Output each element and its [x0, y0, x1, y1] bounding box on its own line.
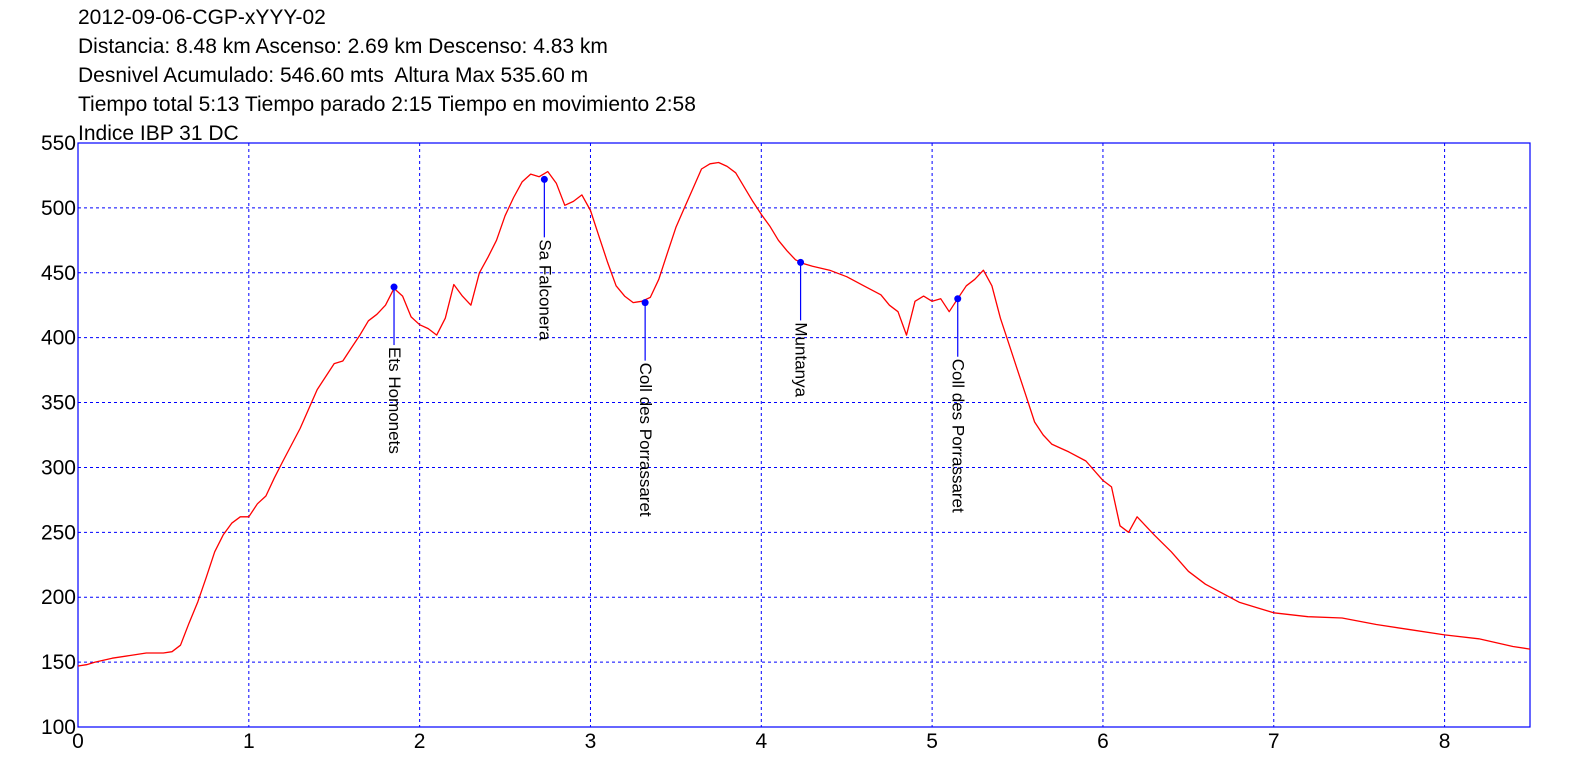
ibp-index: Indice IBP 31 DC: [78, 122, 239, 145]
elevation-summary: Desnivel Acumulado: 546.60 mts Altura Ma…: [78, 64, 589, 87]
y-tick-label: 450: [41, 262, 76, 285]
waypoint-dot: [641, 299, 649, 307]
waypoint-label: Coll des Porrassaret: [636, 363, 655, 517]
y-tick-label: 150: [41, 651, 76, 674]
waypoint-marker: Ets Homonets: [385, 283, 404, 454]
x-tick-label: 4: [755, 730, 767, 753]
waypoint-label: Coll des Porrassaret: [949, 359, 968, 513]
x-tick-label: 2: [414, 730, 426, 753]
waypoint-dot: [540, 175, 548, 183]
y-tick-label: 250: [41, 521, 76, 544]
waypoint-marker: Sa Falconera: [535, 175, 554, 341]
x-tick-label: 5: [926, 730, 938, 753]
waypoint-label: Ets Homonets: [385, 347, 404, 454]
x-tick-label: 8: [1439, 730, 1451, 753]
x-tick-label: 3: [585, 730, 597, 753]
chart-header: 2012-09-06-CGP-xYYY-02 Distancia: 8.48 k…: [78, 3, 696, 148]
x-tick-label: 0: [72, 730, 84, 753]
y-tick-label: 350: [41, 392, 76, 415]
x-tick-label: 7: [1268, 730, 1280, 753]
y-tick-label: 200: [41, 586, 76, 609]
y-tick-label: 400: [41, 327, 76, 350]
waypoint-label: Sa Falconera: [535, 239, 554, 341]
waypoint-marker: Coll des Porrassaret: [636, 299, 655, 517]
y-tick-label: 300: [41, 456, 76, 479]
waypoint-dot: [390, 283, 398, 291]
y-tick-label: 550: [41, 132, 76, 155]
elevation-line: [77, 161, 1531, 667]
waypoint-dot: [954, 295, 962, 303]
time-summary: Tiempo total 5:13 Tiempo parado 2:15 Tie…: [78, 93, 696, 116]
waypoint-marker: Coll des Porrassaret: [949, 295, 968, 513]
plot-frame: [77, 142, 1531, 728]
waypoint-label: Muntanya: [792, 322, 811, 397]
y-tick-label: 500: [41, 197, 76, 220]
waypoint-dot: [797, 258, 805, 266]
x-tick-label: 1: [243, 730, 255, 753]
x-tick-label: 6: [1097, 730, 1109, 753]
distance-summary: Distancia: 8.48 km Ascenso: 2.69 km Desc…: [78, 35, 608, 58]
waypoint-marker: Muntanya: [792, 258, 811, 398]
y-tick-label: 100: [41, 716, 76, 739]
chart-title: 2012-09-06-CGP-xYYY-02: [78, 6, 326, 29]
